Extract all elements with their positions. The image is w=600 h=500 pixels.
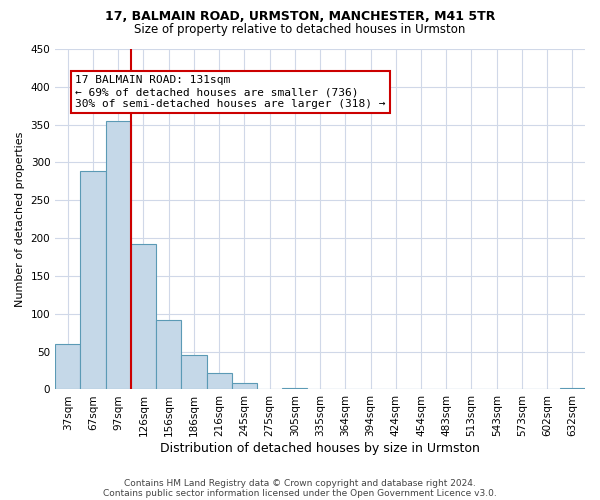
Text: Size of property relative to detached houses in Urmston: Size of property relative to detached ho… (134, 22, 466, 36)
Text: 17 BALMAIN ROAD: 131sqm
← 69% of detached houses are smaller (736)
30% of semi-d: 17 BALMAIN ROAD: 131sqm ← 69% of detache… (76, 76, 386, 108)
X-axis label: Distribution of detached houses by size in Urmston: Distribution of detached houses by size … (160, 442, 480, 455)
Bar (206, 373, 232, 390)
Text: 17, BALMAIN ROAD, URMSTON, MANCHESTER, M41 5TR: 17, BALMAIN ROAD, URMSTON, MANCHESTER, M… (105, 10, 495, 23)
Bar (560, 388, 585, 390)
Bar (131, 244, 156, 390)
Bar (80, 171, 106, 390)
Y-axis label: Number of detached properties: Number of detached properties (15, 132, 25, 307)
Text: Contains public sector information licensed under the Open Government Licence v3: Contains public sector information licen… (103, 488, 497, 498)
Bar (55, 344, 80, 390)
Bar (106, 121, 131, 390)
Bar (181, 354, 206, 390)
Text: Contains HM Land Registry data © Crown copyright and database right 2024.: Contains HM Land Registry data © Crown c… (124, 478, 476, 488)
Bar (282, 388, 307, 390)
Bar (156, 320, 181, 390)
Bar (232, 382, 257, 390)
